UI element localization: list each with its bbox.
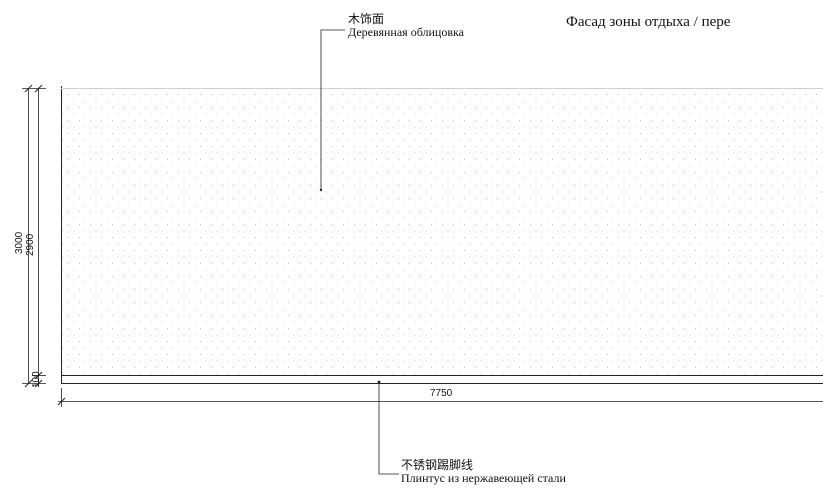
leader-dot (319, 188, 323, 192)
dim-label-7750: 7750 (430, 388, 453, 399)
dim-tick (24, 84, 33, 93)
dim-label-100: 100 (31, 371, 42, 388)
dim-label-2900: 2900 (25, 233, 36, 256)
dim-tick (34, 371, 43, 380)
dim-tick (34, 379, 43, 388)
callout-wood-zh: 木饰面 (348, 12, 385, 26)
dim-label-3000: 3000 (14, 231, 25, 254)
wood-veneer-panel (61, 88, 823, 375)
dim-tick (24, 379, 33, 388)
dim-tick (57, 397, 66, 406)
leader-skirting (378, 382, 399, 475)
dim-tick (34, 84, 43, 93)
callout-skirting-zh: 不锈钢踢脚线 (401, 458, 474, 472)
leader-dot (377, 380, 381, 384)
callout-wood-ru: Деревянная облицовка (348, 25, 464, 39)
callout-skirting-ru: Плинтус из нержавеющей стали (401, 471, 566, 485)
drawing-title: Фасад зоны отдыха / пере (566, 14, 731, 30)
leader-wood-veneer (320, 29, 345, 190)
